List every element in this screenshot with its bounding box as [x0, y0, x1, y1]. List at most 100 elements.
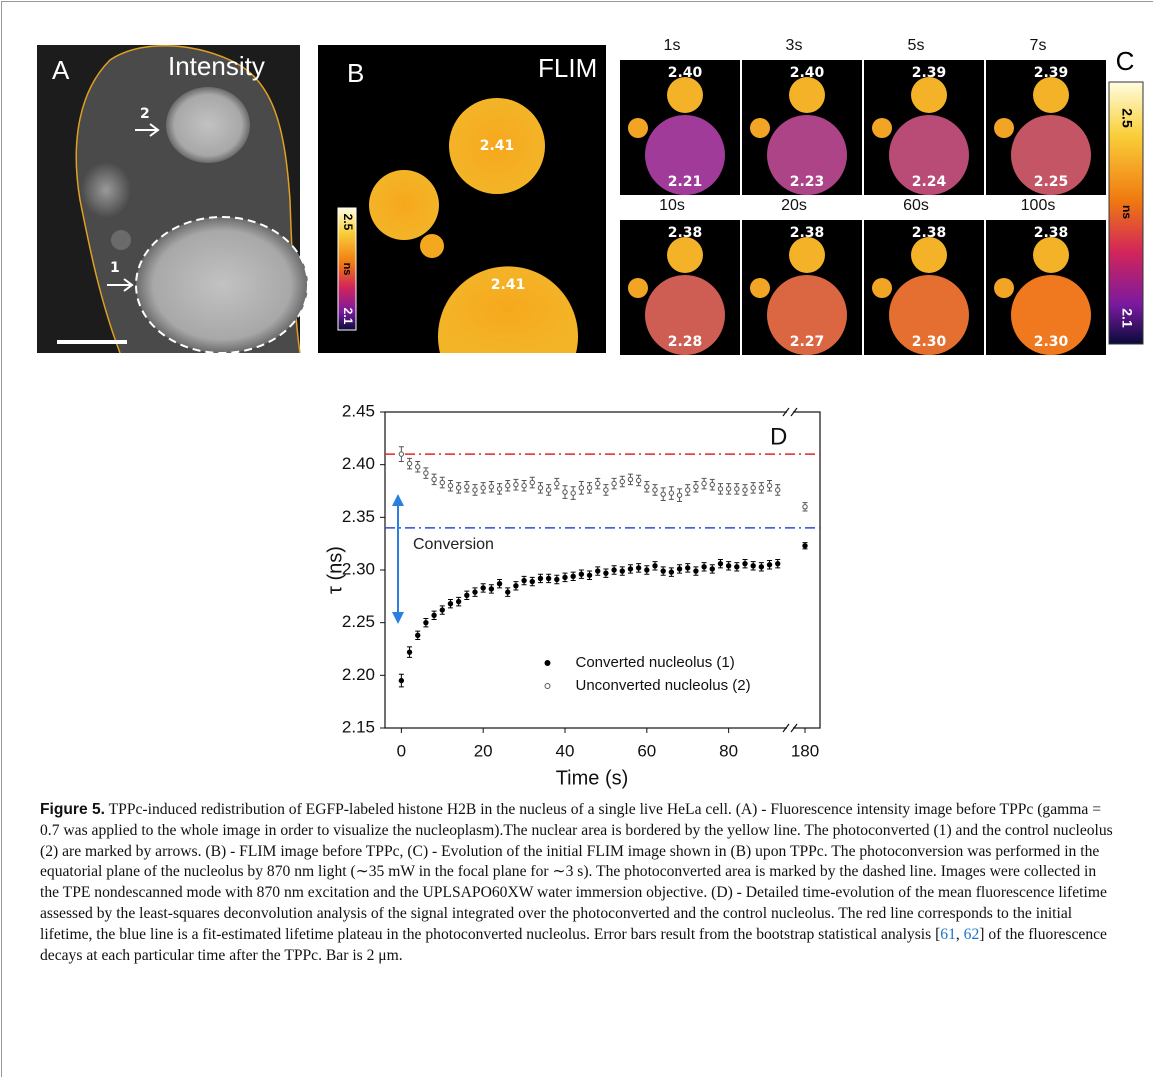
data-point — [735, 487, 739, 491]
time-label: 60s — [903, 197, 929, 214]
citation-separator: , — [956, 926, 964, 943]
panel-title: Intensity — [168, 51, 265, 81]
nucleolus — [994, 278, 1014, 298]
data-point — [694, 569, 698, 573]
caption-text: TPPc-induced redistribution of EGFP-labe… — [40, 801, 1113, 943]
page: 2 1 A Intensity 2.41 2.41 B FLIM 2.5 ns … — [0, 0, 1153, 1077]
data-point — [555, 481, 559, 485]
x-tick-label: 40 — [556, 741, 575, 760]
panel-a: 2 1 A Intensity — [37, 45, 308, 353]
data-point — [702, 481, 706, 485]
data-point — [653, 564, 657, 568]
data-point — [776, 488, 780, 492]
data-point — [497, 581, 501, 585]
x-tick-label: 60 — [637, 741, 656, 760]
nucleolus — [81, 162, 131, 218]
annotation: Conversion — [413, 536, 494, 553]
x-axis-label: Time (s) — [556, 767, 629, 789]
citation[interactable]: 62 — [964, 926, 980, 943]
time-label: 20s — [781, 197, 807, 214]
data-point — [489, 485, 493, 489]
data-point — [743, 488, 747, 492]
data-point — [522, 484, 526, 488]
panel-c: C 2.5 ns 2.1 1s2.402.213s2.402.235s2.392… — [620, 37, 1143, 355]
data-point — [407, 650, 411, 654]
colorbar-label: 2.5 — [1119, 108, 1135, 128]
data-point — [759, 565, 763, 569]
citation[interactable]: 61 — [940, 926, 956, 943]
panel-title: FLIM — [538, 53, 597, 83]
data-point — [612, 568, 616, 572]
lifetime-value: 2.24 — [912, 174, 947, 190]
data-point — [399, 678, 403, 682]
data-point — [803, 505, 807, 509]
data-point — [718, 487, 722, 491]
time-label: 3s — [786, 37, 803, 54]
data-point — [465, 485, 469, 489]
data-point — [587, 486, 591, 490]
lifetime-value: 2.30 — [1034, 334, 1069, 350]
data-point — [473, 590, 477, 594]
nucleolus — [628, 278, 648, 298]
y-tick-label: 2.35 — [342, 507, 375, 526]
data-point — [735, 565, 739, 569]
data-point — [440, 480, 444, 484]
y-tick-label: 2.40 — [342, 454, 375, 473]
lifetime-value: 2.23 — [790, 174, 825, 190]
nucleolus — [420, 234, 444, 258]
data-point — [661, 569, 665, 573]
data-point — [710, 567, 714, 571]
data-point — [506, 484, 510, 488]
data-point — [424, 471, 428, 475]
data-point — [473, 488, 477, 492]
data-point — [686, 488, 690, 492]
data-point — [579, 572, 583, 576]
nucleolus — [750, 118, 770, 138]
data-point — [456, 486, 460, 490]
data-point — [677, 493, 681, 497]
data-point — [587, 573, 591, 577]
time-label: 5s — [908, 37, 925, 54]
data-point — [522, 578, 526, 582]
data-point — [743, 561, 747, 565]
data-point — [506, 590, 510, 594]
data-point — [448, 602, 452, 606]
lifetime-value: 2.38 — [790, 225, 825, 241]
time-label: 100s — [1021, 197, 1056, 214]
lifetime-value: 2.27 — [790, 334, 825, 350]
panel-label: D — [770, 423, 787, 450]
data-point — [751, 486, 755, 490]
legend-marker — [545, 684, 550, 689]
data-point — [416, 465, 420, 469]
data-point — [661, 492, 665, 496]
data-point — [628, 477, 632, 481]
data-point — [596, 569, 600, 573]
data-point — [407, 461, 411, 465]
x-tick-label: 20 — [474, 741, 493, 760]
lifetime-value: 2.40 — [790, 65, 825, 81]
chart-d: Conversion D Time (s) τ (ns) 2.152.202.2… — [324, 401, 820, 789]
lifetime-value: 2.30 — [912, 334, 947, 350]
data-point — [465, 593, 469, 597]
nucleolus — [789, 77, 825, 113]
x-tick-label: 0 — [397, 741, 406, 760]
time-label: 1s — [664, 37, 681, 54]
legend-marker — [545, 661, 550, 666]
data-point — [440, 608, 444, 612]
lifetime-value: 2.38 — [1034, 225, 1069, 241]
data-point — [563, 490, 567, 494]
data-point — [645, 568, 649, 572]
data-point — [669, 570, 673, 574]
data-point — [489, 587, 493, 591]
data-point — [669, 491, 673, 495]
data-point — [514, 482, 518, 486]
data-point — [432, 613, 436, 617]
colorbar-label: 2.1 — [1119, 308, 1135, 328]
colorbar-unit: ns — [1120, 205, 1134, 219]
data-point — [803, 544, 807, 548]
data-point — [636, 566, 640, 570]
data-point — [497, 487, 501, 491]
data-point — [571, 491, 575, 495]
y-tick-label: 2.20 — [342, 665, 375, 684]
lifetime-value: 2.41 — [480, 138, 515, 154]
